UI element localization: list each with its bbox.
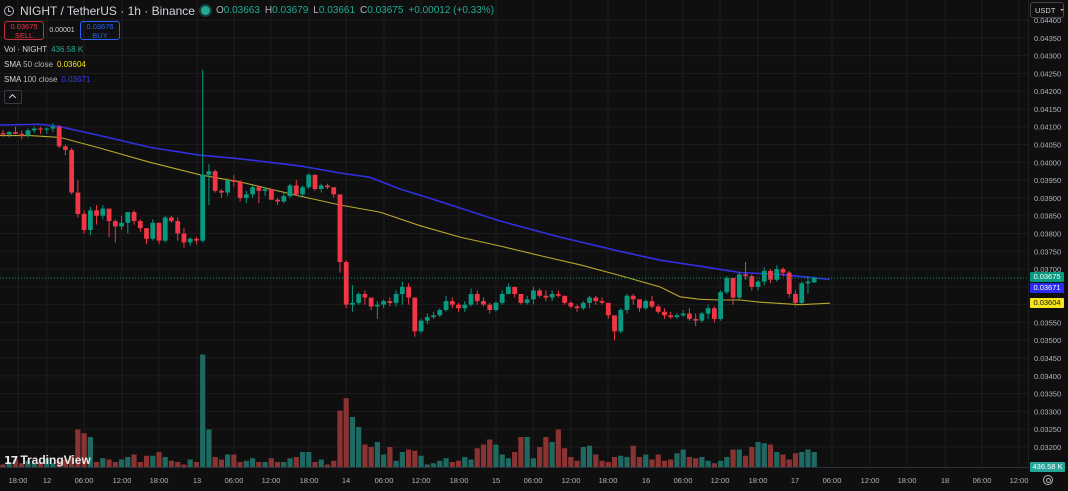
svg-text:12:00: 12:00	[262, 476, 281, 485]
sma100-line	[0, 123, 831, 281]
svg-text:18:00: 18:00	[300, 476, 319, 485]
svg-text:18:00: 18:00	[749, 476, 768, 485]
svg-text:15: 15	[492, 476, 500, 485]
sma100-price-tag: 0.03671	[1030, 283, 1064, 293]
svg-text:0.03750: 0.03750	[1034, 247, 1061, 256]
svg-text:18:00: 18:00	[898, 476, 917, 485]
collapse-legend-button[interactable]	[4, 90, 22, 104]
svg-text:12:00: 12:00	[562, 476, 581, 485]
svg-text:0.04100: 0.04100	[1034, 123, 1061, 132]
svg-text:0.03500: 0.03500	[1034, 336, 1061, 345]
svg-text:0.03700: 0.03700	[1034, 265, 1061, 274]
time-axis[interactable]: 18:00 12 06:00 12:00 18:00 13 06:00 12:00 18:00 1…	[0, 468, 1068, 491]
sma50-price-tag: 0.03604	[1030, 298, 1064, 309]
chart-legend: NIGHT / TetherUS · 1h · Binance O0.03663…	[4, 3, 494, 104]
indicator-volume[interactable]: Vol · NIGHT 436.58 K	[4, 45, 84, 54]
svg-text:12:00: 12:00	[861, 476, 880, 485]
svg-text:18:00: 18:00	[9, 476, 28, 485]
svg-text:0.03250: 0.03250	[1034, 425, 1061, 434]
svg-text:0.04050: 0.04050	[1034, 141, 1061, 150]
close-value: 0.03675	[367, 5, 404, 16]
svg-text:12:00: 12:00	[412, 476, 431, 485]
svg-text:0.03950: 0.03950	[1034, 176, 1061, 185]
sma50-line	[0, 135, 831, 306]
svg-text:0.04300: 0.04300	[1034, 52, 1061, 61]
volume-bars	[0, 354, 817, 467]
chevron-down-icon	[1060, 9, 1065, 11]
svg-text:0.03850: 0.03850	[1034, 212, 1061, 221]
spread-value: 0.00001	[49, 27, 75, 34]
svg-text:12:00: 12:00	[113, 476, 132, 485]
svg-text:06:00: 06:00	[225, 476, 244, 485]
svg-text:06:00: 06:00	[75, 476, 94, 485]
settings-icon[interactable]	[1043, 475, 1053, 485]
volume-indicator-value: 436.58 K	[51, 45, 84, 54]
indicator-sma50[interactable]: SMA 50 close 0.03604	[4, 60, 86, 69]
svg-text:0.03550: 0.03550	[1034, 318, 1061, 327]
svg-text:06:00: 06:00	[674, 476, 693, 485]
low-value: 0.03661	[318, 5, 356, 16]
tradingview-logo-icon: 17	[4, 453, 18, 467]
buy-button[interactable]: 0.03676 BUY	[80, 21, 120, 40]
currency-selector[interactable]: USDT	[1030, 2, 1065, 18]
svg-text:0.04250: 0.04250	[1034, 69, 1061, 78]
svg-text:0.04200: 0.04200	[1034, 87, 1061, 96]
svg-text:06:00: 06:00	[375, 476, 394, 485]
svg-text:0.04000: 0.04000	[1034, 158, 1061, 167]
svg-text:06:00: 06:00	[524, 476, 543, 485]
svg-text:14: 14	[342, 476, 350, 485]
svg-text:12:00: 12:00	[711, 476, 730, 485]
sma100-value: 0.03671	[61, 75, 91, 84]
symbol-header: NIGHT / TetherUS · 1h · Binance O0.03663…	[4, 3, 494, 18]
svg-text:0.03900: 0.03900	[1034, 194, 1061, 203]
svg-text:06:00: 06:00	[823, 476, 842, 485]
svg-text:12:00: 12:00	[1010, 476, 1029, 485]
svg-text:13: 13	[193, 476, 201, 485]
svg-text:06:00: 06:00	[973, 476, 992, 485]
svg-text:18:00: 18:00	[599, 476, 618, 485]
market-open-icon	[200, 6, 210, 15]
sell-button[interactable]: 0.03675 SELL	[4, 21, 44, 40]
change-value: +0.00012 (+0.33%)	[408, 5, 495, 16]
clock-icon	[4, 5, 14, 16]
indicator-sma100[interactable]: SMA 100 close 0.03671	[4, 75, 91, 84]
svg-text:0.03400: 0.03400	[1034, 372, 1061, 381]
svg-text:0.04350: 0.04350	[1034, 34, 1061, 43]
ohlc-values: O0.03663 H0.03679 L0.03661 C0.03675 +0.0…	[215, 5, 495, 16]
price-axis[interactable]: 0.04400 0.04350 0.04300 0.04250 0.04200 0.041…	[1029, 0, 1068, 467]
sma50-value: 0.03604	[56, 60, 86, 69]
trade-buttons: 0.03675 SELL 0.00001 0.03676 BUY	[4, 21, 494, 40]
high-value: 0.03679	[272, 5, 309, 16]
svg-text:0.03300: 0.03300	[1034, 407, 1061, 416]
volume-tag: 436.58 K	[1030, 462, 1065, 472]
svg-text:0.03200: 0.03200	[1034, 443, 1061, 452]
svg-text:0.03450: 0.03450	[1034, 354, 1061, 363]
svg-text:0.04400: 0.04400	[1034, 16, 1061, 25]
open-value: 0.03663	[223, 5, 260, 16]
svg-text:12: 12	[43, 476, 51, 485]
svg-text:0.03350: 0.03350	[1034, 390, 1061, 399]
svg-text:0.04150: 0.04150	[1034, 105, 1061, 114]
svg-text:18: 18	[941, 476, 949, 485]
svg-text:16: 16	[642, 476, 650, 485]
symbol-title[interactable]: NIGHT / TetherUS · 1h · Binance	[20, 3, 195, 18]
svg-text:18:00: 18:00	[150, 476, 169, 485]
tradingview-logo[interactable]: 17 TradingView	[4, 453, 91, 467]
svg-text:18:00: 18:00	[450, 476, 469, 485]
svg-text:17: 17	[791, 476, 799, 485]
svg-text:0.03800: 0.03800	[1034, 229, 1061, 238]
last-price-tag: 0.03675	[1030, 272, 1064, 282]
candlesticks	[0, 69, 817, 341]
